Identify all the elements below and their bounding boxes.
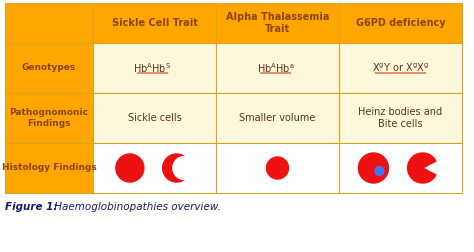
Text: Sickle Cell Trait: Sickle Cell Trait — [111, 18, 198, 28]
Bar — [216, 3, 339, 43]
Bar — [339, 43, 462, 93]
Bar — [339, 3, 462, 43]
Text: Genotypes: Genotypes — [22, 64, 76, 73]
Circle shape — [375, 167, 384, 175]
Text: Histology Findings: Histology Findings — [1, 164, 96, 173]
Bar — [93, 43, 216, 93]
Bar — [216, 143, 339, 193]
Text: Hb$^{\mathsf{A}}$Hb$^{\mathsf{S}}$: Hb$^{\mathsf{A}}$Hb$^{\mathsf{S}}$ — [134, 61, 172, 75]
Wedge shape — [408, 153, 436, 183]
Bar — [93, 143, 216, 193]
Circle shape — [163, 154, 191, 182]
Text: Alpha Thalassemia
Trait: Alpha Thalassemia Trait — [226, 12, 329, 34]
Bar — [339, 143, 462, 193]
Circle shape — [116, 154, 144, 182]
Text: Pathognomonic
Findings: Pathognomonic Findings — [9, 108, 89, 128]
Text: Heinz bodies and
Bite cells: Heinz bodies and Bite cells — [358, 107, 443, 129]
Text: Hb$^{\mathsf{A}}$Hb$^{\mathsf{a}}$: Hb$^{\mathsf{A}}$Hb$^{\mathsf{a}}$ — [256, 61, 294, 75]
Bar — [216, 93, 339, 143]
Bar — [5, 43, 93, 93]
Text: G6PD deficiency: G6PD deficiency — [356, 18, 445, 28]
Bar — [93, 93, 216, 143]
Bar — [216, 43, 339, 93]
Bar — [5, 143, 93, 193]
Text: Sickle cells: Sickle cells — [128, 113, 182, 123]
Bar — [5, 93, 93, 143]
Bar — [5, 3, 93, 43]
Bar — [93, 3, 216, 43]
Text: Smaller volume: Smaller volume — [239, 113, 316, 123]
Circle shape — [358, 153, 388, 183]
Text: X$^{\mathsf{g}}$Y or X$^{\mathsf{g}}$X$^{\mathsf{g}}$: X$^{\mathsf{g}}$Y or X$^{\mathsf{g}}$X$^… — [372, 62, 429, 74]
Text: Figure 1:: Figure 1: — [5, 202, 57, 212]
Text: Haemoglobinopathies overview.: Haemoglobinopathies overview. — [51, 202, 221, 212]
Circle shape — [266, 157, 289, 179]
Circle shape — [173, 156, 196, 179]
Bar — [339, 93, 462, 143]
